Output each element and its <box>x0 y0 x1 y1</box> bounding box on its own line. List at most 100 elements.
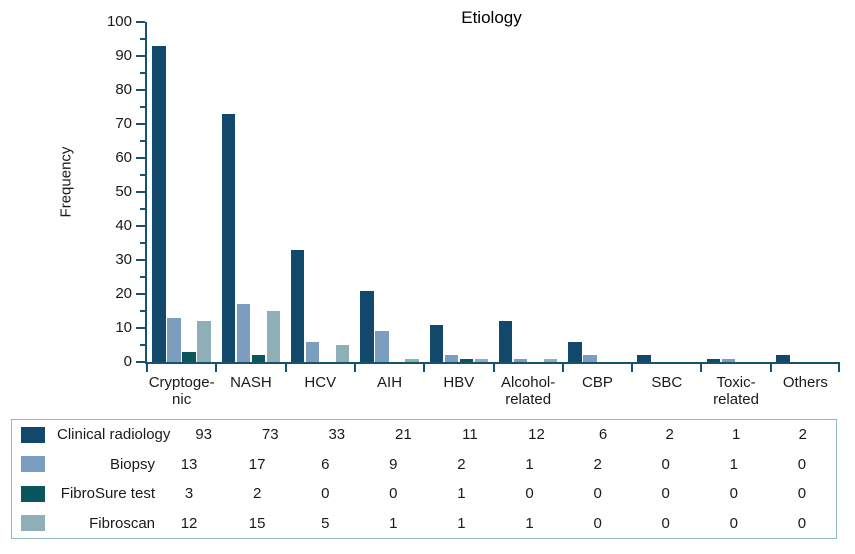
table-value: 33 <box>328 426 346 444</box>
y-tick-label: 20 <box>115 285 132 302</box>
table-row-fibrosure-test: FibroSure test 3 2 0 0 1 0 0 0 0 0 <box>12 479 836 509</box>
bar-group-cryptoge-nic <box>147 22 216 362</box>
x-boundary-tick <box>353 364 356 372</box>
table-value: 1 <box>525 455 534 473</box>
y-major-tick <box>136 21 145 23</box>
x-category-label: Alcohol- related <box>501 374 556 408</box>
table-value: 2 <box>252 485 262 503</box>
bar-biopsy <box>583 355 597 362</box>
x-boundary-tick <box>146 364 148 372</box>
bar-biopsy <box>236 304 251 362</box>
bar-group-hbv <box>424 22 493 362</box>
bar-clinical-radiology <box>568 341 582 362</box>
y-major-tick <box>136 123 145 125</box>
y-tick-label: 60 <box>115 149 132 166</box>
x-category-label: HCV <box>304 374 337 391</box>
table-value: 12 <box>528 426 545 444</box>
table-value: 0 <box>729 485 738 503</box>
legend-swatch-clinical-radiology <box>21 426 45 443</box>
table-value: 1 <box>389 514 398 532</box>
table-value: 0 <box>661 455 670 473</box>
bar-fibroscan <box>197 321 211 362</box>
x-category-label: AIH <box>377 374 403 391</box>
table-value: 2 <box>665 426 674 444</box>
bar-group-cbp <box>563 22 632 362</box>
table-value: 1 <box>457 485 466 503</box>
y-minor-tick <box>140 344 145 346</box>
y-major-tick <box>136 361 145 363</box>
table-row-biopsy: Biopsy 13 17 6 9 2 1 2 0 1 0 <box>12 450 836 480</box>
bar-clinical-radiology <box>776 355 790 362</box>
bar-biopsy <box>305 341 320 362</box>
bar-fibroscan <box>335 345 350 362</box>
table-value: 2 <box>593 455 602 473</box>
x-boundary-tick <box>838 364 840 372</box>
legend-swatch-cell <box>12 456 57 473</box>
y-tick-label: 80 <box>115 81 132 98</box>
table-value: 15 <box>248 514 266 532</box>
table-value: 0 <box>593 485 602 503</box>
table-value: 5 <box>321 514 330 532</box>
table-value: 0 <box>525 485 534 503</box>
x-boundary-tick <box>631 364 634 372</box>
table-value: 1 <box>525 514 534 532</box>
x-boundary-tick <box>700 364 703 372</box>
series-name: Biopsy <box>109 455 155 473</box>
legend-swatch-biopsy <box>21 456 45 473</box>
y-tick-label: 40 <box>115 217 132 234</box>
table-row-fibroscan: Fibroscan 12 15 5 1 1 1 0 0 0 0 <box>12 509 836 539</box>
y-tick-label: 70 <box>115 115 132 132</box>
table-value: 0 <box>729 514 738 532</box>
bar-group-nash <box>216 22 285 362</box>
bar-fibrosure-test <box>251 355 266 362</box>
y-major-tick <box>136 327 145 329</box>
bar-biopsy <box>375 331 389 362</box>
y-major-tick <box>136 293 145 295</box>
bar-clinical-radiology <box>221 113 236 362</box>
table-value: 1 <box>457 514 466 532</box>
series-name: FibroSure test <box>60 485 155 503</box>
x-boundary-tick <box>769 364 772 372</box>
table-value: 0 <box>797 455 807 473</box>
bar-biopsy <box>721 358 736 362</box>
y-minor-tick <box>140 38 145 40</box>
y-minor-tick <box>140 140 145 142</box>
y-tick-label: 100 <box>106 13 132 30</box>
table-value: 2 <box>798 426 807 444</box>
y-tick-label: 50 <box>115 183 132 200</box>
bar-group-aih <box>355 22 424 362</box>
bar-fibroscan <box>543 358 558 362</box>
y-tick-label: 30 <box>115 251 132 268</box>
y-major-tick <box>136 55 145 57</box>
legend-data-table: Clinical radiology 93 73 33 21 11 12 6 2 1 2 Biopsy… <box>11 419 837 539</box>
table-value: 0 <box>661 514 670 532</box>
y-minor-tick <box>140 174 145 176</box>
x-category-label: Others <box>782 374 828 391</box>
table-value: 17 <box>248 455 266 473</box>
table-value: 3 <box>184 485 194 503</box>
y-minor-tick <box>140 106 145 108</box>
y-tick-label: 90 <box>115 47 132 64</box>
bar-fibroscan <box>405 358 419 362</box>
table-value: 1 <box>729 455 738 473</box>
y-major-tick <box>136 89 145 91</box>
bar-clinical-radiology <box>360 290 374 362</box>
y-major-tick <box>136 191 145 193</box>
bar-group-toxic-related <box>701 22 770 362</box>
y-minor-tick <box>140 242 145 244</box>
legend-swatch-cell <box>12 426 57 443</box>
bar-group-alcohol-related <box>494 22 563 362</box>
table-value: 6 <box>321 455 330 473</box>
y-major-tick <box>136 225 145 227</box>
bar-fibroscan <box>266 311 281 362</box>
y-minor-tick <box>140 310 145 312</box>
y-minor-tick <box>140 72 145 74</box>
table-value: 9 <box>389 455 398 473</box>
x-boundary-tick <box>284 364 287 372</box>
bar-clinical-radiology <box>498 321 513 362</box>
y-tick-label: 0 <box>123 353 132 370</box>
table-value: 0 <box>661 485 670 503</box>
table-value: 11 <box>462 426 478 444</box>
x-boundary-tick <box>215 364 218 372</box>
